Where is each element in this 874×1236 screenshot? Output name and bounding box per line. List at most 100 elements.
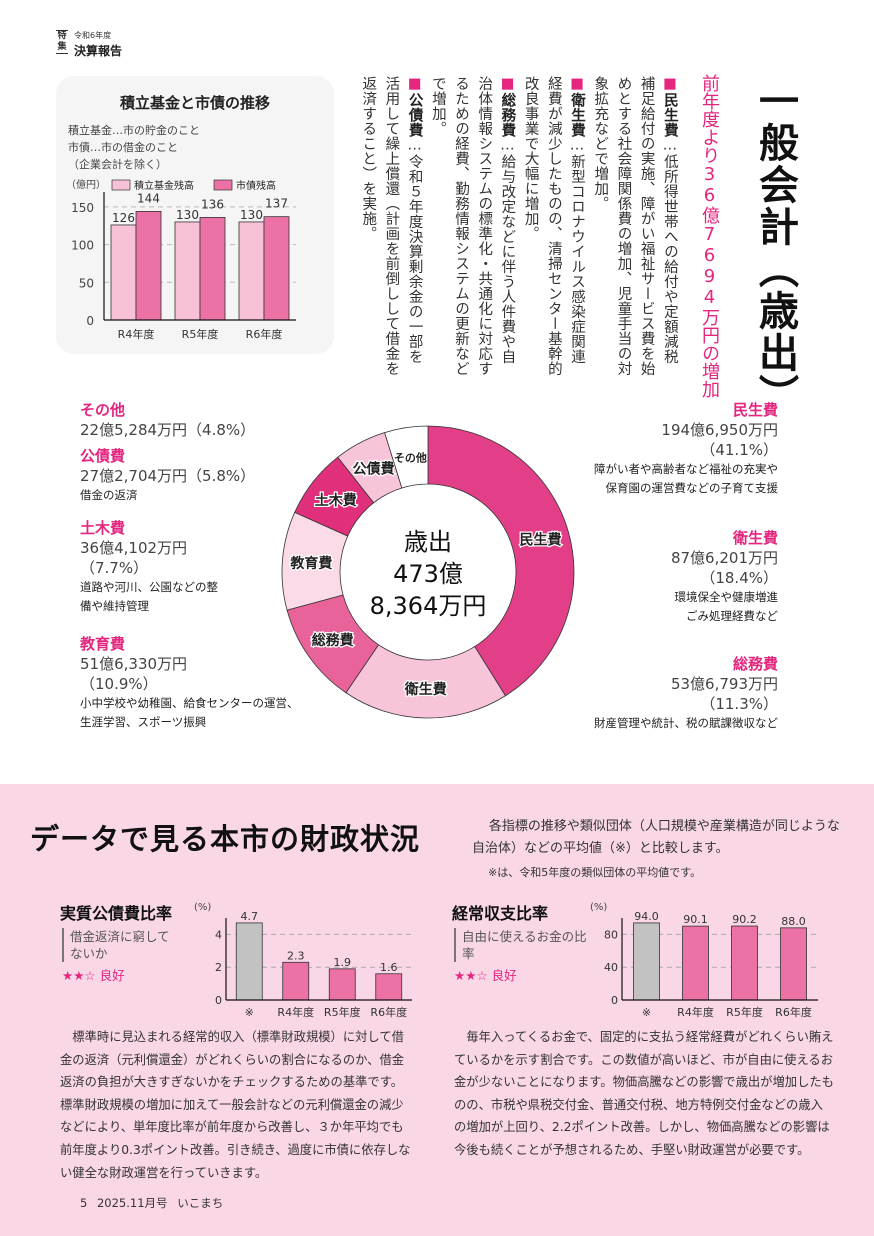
bar-value-label: 137 [265,197,288,211]
category-label-general-affairs: 総務費 53億6,793万円 （11.3%） 財産管理や統計、税の賦課徴収など [594,655,778,730]
y-tick-label: 150 [71,201,94,215]
bar-value-label: 130 [176,208,199,222]
fund-bar-chart: （億円） 積立基金残高 市債残高050100150126144R4年度130136R… [66,178,296,341]
y-tick-label: 100 [71,239,94,253]
header-year: 令和6年度 [74,31,112,40]
y-tick-label: 4 [215,928,222,941]
fund-note: 積立基金…市の貯金のこと [68,124,200,137]
y-tick-label: 80 [604,928,618,941]
donut-center-total: 8,364万円 [370,592,487,620]
category-label-civil: 土木費 36億4,102万円 （7.7%） 道路や河川、公園などの整 備や維持管… [80,519,218,613]
slice-label: 公債費 [353,460,395,477]
slice-label: 民生費 [519,532,561,549]
bar-value-label: 2.3 [287,949,305,962]
bar [282,961,310,1001]
data-section-note: ※は、令和5年度の類似団体の平均値です。 [488,866,702,879]
bar [135,210,162,321]
bar [731,925,758,1001]
bar [682,925,709,1001]
x-tick-label: R6年度 [370,1005,407,1019]
star-rating-icon: ★★☆ [62,968,96,983]
data-section-intro: 各指標の推移や類似団体（人口規模や産業構造が同じような自治体）などの平均値（※）… [472,819,840,856]
indicator-paragraph: 標準時に見込まれる経常的収入（標準財政規模）に対して借金の返済（元利償還金）がど… [60,1030,411,1180]
bar [235,922,263,1001]
donut-slice [384,425,429,489]
legend-label: 市債残高 [236,179,276,192]
section-title: 一般会計（歳出） [752,80,798,416]
indicator-rating: ★★☆ 良好 [454,968,517,983]
x-tick-label: R4年度 [277,1005,314,1019]
slice-label: 総務費 [312,632,354,649]
y-tick-label: 0 [611,994,618,1007]
bar-value-label: 136 [201,197,224,211]
legend-label: 積立基金残高 [134,179,194,192]
bar-value-label: 144 [137,191,160,205]
square-bullet-icon: ■ [499,76,516,93]
x-tick-label: R5年度 [324,1005,361,1019]
donut-slice [427,425,575,697]
bar [238,221,265,321]
category-label-debt: 公債費 27億2,704万円（5.8%） 借金の返済 [80,447,256,502]
bar-value-label: 90.2 [732,913,757,926]
indicator-rating: ★★☆ 良好 [62,968,125,983]
indicator-description: 借金返済に窮してないか [62,928,174,962]
slice-label: 土木費 [315,492,357,509]
x-tick-label: ※ [245,1006,254,1019]
donut-center-total: 473億 [393,560,463,588]
bar-value-label: 90.1 [683,913,708,926]
y-axis-unit: (%) [590,902,607,913]
fund-chart-title: 積立基金と市債の推移 [119,94,270,112]
x-tick-label: R5年度 [182,327,219,341]
category-label-other: その他 22億5,284万円（4.8%） [80,401,256,439]
indicator-description: 自由に使えるお金の比率 [454,928,594,962]
indicator-title: 経常収支比率 [452,904,549,923]
y-axis-unit: (%) [194,902,211,913]
square-bullet-icon: ■ [406,76,423,93]
fund-chart-panel: 積立基金と市債の推移 積立基金…市の貯金のこと 市債…市の借金のこと （企業会計… [56,76,334,354]
square-bullet-icon: ■ [569,76,586,93]
bar-value-label: 1.9 [334,956,352,969]
bar [633,922,660,1001]
feature-tag: 特集 [56,30,68,54]
category-label-health: 衛生費 87億6,201万円 （18.4%） 環境保全や健康増進 ごみ処理経費な… [670,529,778,623]
category-label-education: 教育費 51億6,330万円 （10.9%） 小中学校や幼稚園、給食センターの運… [80,635,299,729]
bar [328,968,356,1001]
explanation-item: ■総務費…給与改定などに伴う人件費や自治体情報システムの標準化・共通化に対応する… [429,76,516,376]
bar [780,927,807,1001]
bar [199,217,226,321]
bar [174,221,201,321]
section-subtitle: 前年度より36億7694万円の増加 [699,74,720,398]
y-tick-label: 2 [215,961,222,974]
page-number: 5 [80,1196,88,1210]
explanation-item: ■衛生費…新型コロナウイルス感染症関連経費が減少したものの、清掃センター基幹的改… [522,76,586,376]
x-tick-label: R6年度 [246,327,283,341]
y-tick-label: 0 [215,994,222,1007]
y-tick-label: 0 [86,314,94,328]
current-balance-ratio-chart: (%) 0 40 80 94.0 ※ 90.1 R4年度 90.2 R5年度 88.0 R6年度 [590,902,818,1019]
slice-label: その他 [394,450,427,464]
data-section-title: データで見る本市の財政状況 [30,822,421,856]
y-tick-label: 50 [79,276,94,290]
expenditure-explanation: ■民生費…低所得世帯への給付や定額減税補足給付の実施、障がい福祉サービス費を始め… [356,76,681,376]
publication-name: いこまち [177,1196,224,1210]
bar [110,224,137,321]
indicator-title: 実質公債費比率 [60,904,173,923]
x-tick-label: R5年度 [726,1005,763,1019]
slice-label: 教育費 [290,555,332,572]
debt-ratio-chart: (%) 0 2 4 4.7 ※ 2.3 R4年度 1.9 R5年度 1.6 R6年度 [194,902,412,1019]
bar-value-label: 88.0 [781,915,806,928]
y-axis-unit: （億円） [66,178,106,191]
legend-swatch [213,179,233,191]
bar-value-label: 126 [112,211,135,225]
bar-value-label: 1.6 [380,961,398,974]
y-tick-label: 40 [604,961,618,974]
issue-label: 2025.11月号 [96,1196,168,1210]
star-rating-icon: ★★☆ [454,968,488,983]
header-title: 決算報告 [74,44,123,58]
explanation-item: ■民生費…低所得世帯への給付や定額減税補足給付の実施、障がい福祉サービス費を始め… [592,76,678,376]
financial-data-section [0,784,874,1236]
bar [263,216,290,321]
fund-note: 市債…市の借金のこと [68,141,178,154]
donut-center-title: 歳出 [404,528,452,556]
